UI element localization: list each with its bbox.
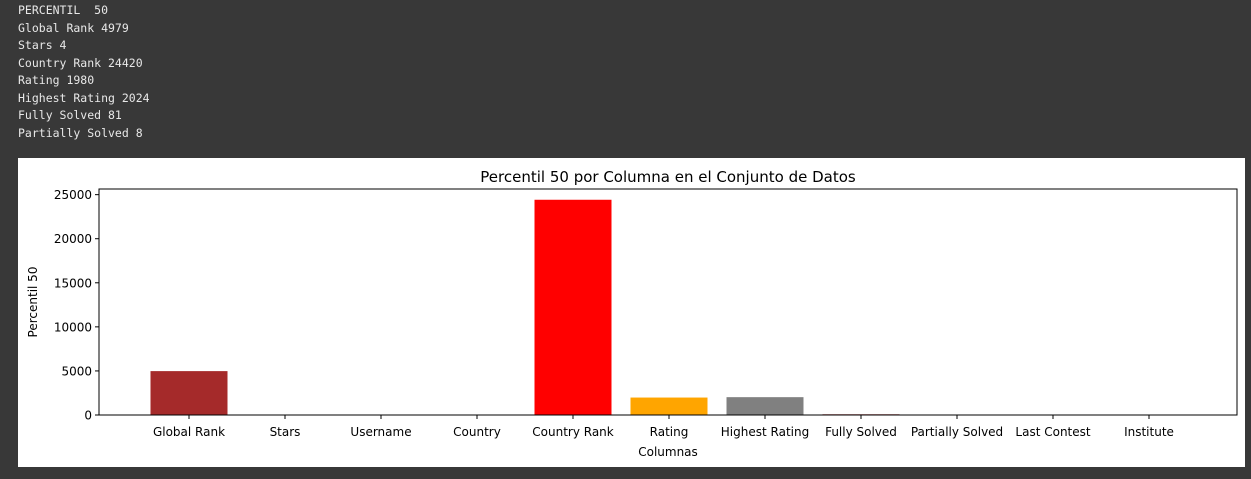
x-tick-label: Fully Solved (825, 425, 897, 439)
plot-frame (98, 188, 1238, 416)
x-tick-label: Institute (1124, 425, 1174, 439)
output-line: Fully Solved 81 (18, 108, 122, 122)
x-tick-label: Highest Rating (721, 425, 809, 439)
x-axis-label: Columnas (638, 445, 698, 459)
y-axis-label: Percentil 50 (26, 267, 40, 338)
y-tick-label: 25000 (54, 188, 92, 202)
x-tick-label: Country Rank (532, 425, 614, 439)
bar-rating (630, 397, 708, 415)
y-tick-label: 5000 (61, 364, 92, 378)
output-line: Partially Solved 8 (18, 125, 143, 140)
x-tick-label: Country (453, 425, 501, 439)
x-tick-label: Last Contest (1015, 425, 1090, 439)
y-tick-label: 20000 (54, 232, 92, 246)
bar-highest-rating (726, 397, 804, 415)
chart-title: Percentil 50 por Columna en el Conjunto … (480, 168, 856, 186)
cell-output-text: PERCENTIL 50 Global Rank 4979 Stars 4 Count… (18, 2, 150, 142)
x-tick-label: Partially Solved (911, 425, 1003, 439)
y-tick-label: 0 (84, 409, 92, 423)
output-line: PERCENTIL 50 (18, 3, 109, 17)
plot-image: Percentil 50 por Columna en el Conjunto … (18, 158, 1245, 467)
output-line: Rating 1980 (18, 73, 95, 87)
x-tick-label: Global Rank (153, 425, 225, 439)
x-tick-label: Username (350, 425, 411, 439)
bar-chart: Percentil 50 por Columna en el Conjunto … (26, 168, 1238, 459)
bar-country-rank (534, 199, 612, 415)
x-tick-label: Stars (270, 425, 301, 439)
bar-global-rank (150, 371, 228, 415)
output-line: Global Rank 4979 (18, 20, 129, 35)
y-tick-label: 10000 (54, 320, 92, 334)
y-tick-label: 15000 (54, 276, 92, 290)
output-line: Stars 4 (18, 38, 67, 52)
x-tick-label: Rating (650, 425, 689, 439)
output-line: Country Rank 24420 (18, 55, 143, 70)
output-line: Highest Rating 2024 (18, 90, 150, 105)
